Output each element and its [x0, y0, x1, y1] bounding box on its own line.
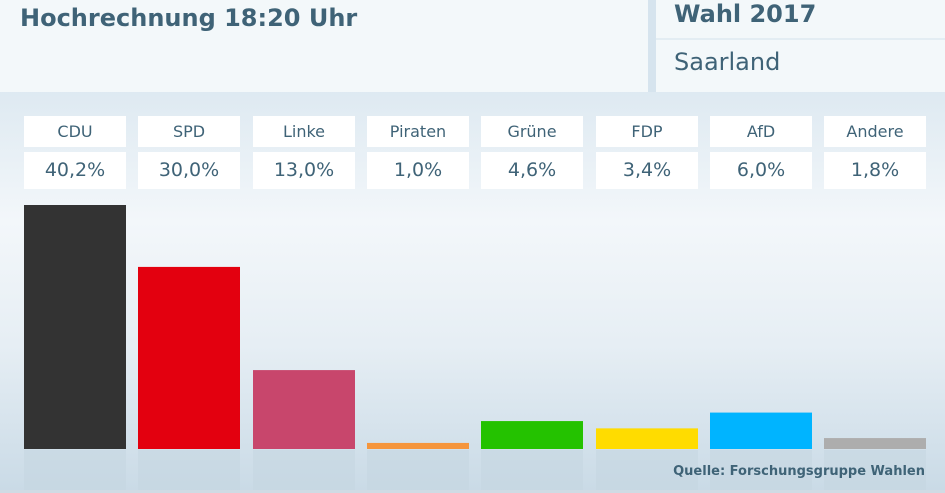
- header: Hochrechnung 18:20 Uhr Wahl 2017 Saarlan…: [0, 0, 945, 92]
- bar-afd: [710, 412, 812, 449]
- bar-linke: [253, 370, 355, 449]
- page-title: Hochrechnung 18:20 Uhr: [20, 4, 358, 32]
- party-name-piraten: Piraten: [367, 116, 469, 147]
- party-percent-fdp: 3,4%: [596, 152, 698, 189]
- party-percent-piraten: 1,0%: [367, 152, 469, 189]
- party-percent-andere: 1,8%: [824, 152, 926, 189]
- bar-grüne: [481, 421, 583, 449]
- party-name-grüne: Grüne: [481, 116, 583, 147]
- bar-fdp: [596, 428, 698, 449]
- party-percent-cdu: 40,2%: [24, 152, 126, 189]
- region-label: Saarland: [674, 48, 781, 76]
- party-percent-afd: 6,0%: [710, 152, 812, 189]
- header-separator: [656, 38, 945, 40]
- party-name-fdp: FDP: [596, 116, 698, 147]
- party-name-afd: AfD: [710, 116, 812, 147]
- header-divider: [648, 0, 656, 92]
- bar-reflection-grüne: [481, 450, 583, 490]
- bar-reflection-linke: [253, 450, 355, 490]
- bar-reflection-piraten: [367, 450, 469, 490]
- bar-cdu: [24, 205, 126, 449]
- source-note: Quelle: Forschungsgruppe Wahlen: [673, 464, 925, 479]
- bar-reflection-cdu: [24, 450, 126, 490]
- bar-spd: [138, 266, 240, 449]
- party-percent-grüne: 4,6%: [481, 152, 583, 189]
- party-name-cdu: CDU: [24, 116, 126, 147]
- bar-reflection-andere: [824, 450, 926, 490]
- election-title: Wahl 2017: [674, 0, 817, 28]
- party-percent-spd: 30,0%: [138, 152, 240, 189]
- bar-andere: [824, 438, 926, 449]
- bottom-border: [0, 490, 945, 493]
- party-name-spd: SPD: [138, 116, 240, 147]
- bar-reflection-spd: [138, 450, 240, 490]
- bar-piraten: [367, 442, 469, 449]
- party-name-andere: Andere: [824, 116, 926, 147]
- party-name-linke: Linke: [253, 116, 355, 147]
- bar-reflection-fdp: [596, 450, 698, 490]
- party-percent-linke: 13,0%: [253, 152, 355, 189]
- bar-reflection-afd: [710, 450, 812, 490]
